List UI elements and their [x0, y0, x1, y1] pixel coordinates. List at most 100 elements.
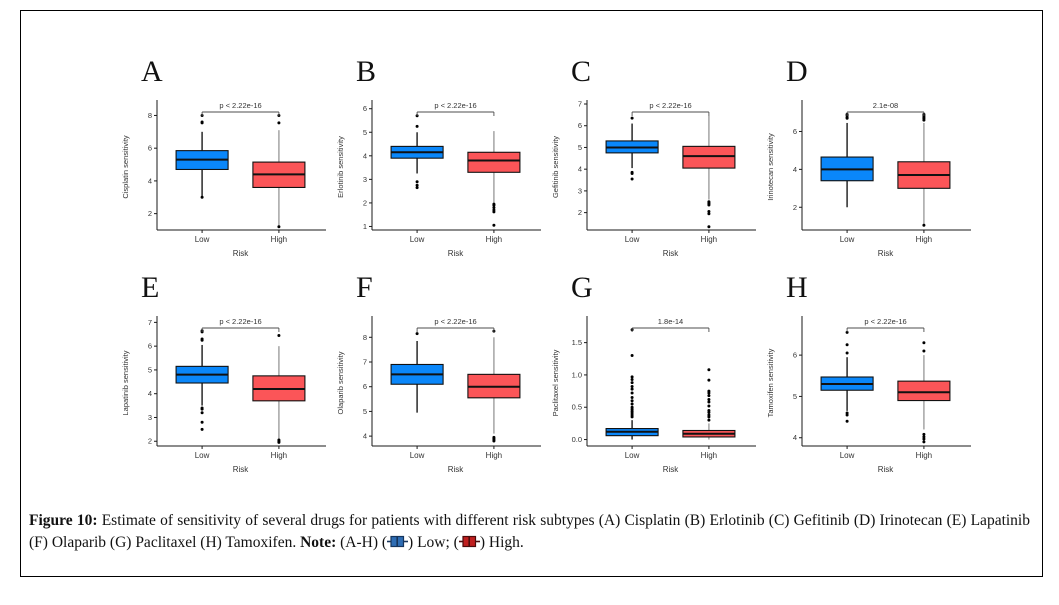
outlier-dot	[630, 116, 634, 120]
y-tick-label: 3	[363, 175, 367, 184]
series-low	[820, 330, 874, 423]
outlier-dot	[707, 410, 711, 414]
pvalue-label: p < 2.22e-16	[219, 101, 261, 110]
y-tick-label: 4	[363, 151, 367, 160]
outlier-dot	[845, 330, 849, 334]
figure-caption: Figure 10: Estimate of sensitivity of se…	[21, 510, 1042, 555]
y-tick-label: 0.0	[572, 435, 582, 444]
outlier-dot	[630, 172, 634, 176]
category-label: Low	[625, 451, 640, 460]
outlier-dot	[415, 186, 419, 190]
category-label: High	[271, 451, 287, 460]
y-tick-label: 4	[793, 165, 797, 174]
pvalue-label: 2.1e-08	[873, 101, 898, 110]
outlier-dot	[922, 118, 926, 122]
outlier-dot	[630, 381, 634, 385]
outlier-dot	[845, 413, 849, 417]
y-tick-label: 5	[578, 143, 582, 152]
y-tick-label: 1.5	[572, 338, 582, 347]
y-tick-label: 5	[363, 407, 367, 416]
x-axis-title: Risk	[878, 465, 895, 474]
y-tick-label: 5	[793, 392, 797, 401]
y-axis-title: Tamoxifen sensitivity	[766, 348, 775, 417]
series-high	[897, 341, 951, 444]
panel-letter: A	[141, 55, 163, 88]
y-tick-label: 2	[363, 198, 367, 207]
y-tick-label: 6	[578, 121, 582, 130]
x-axis-title: Risk	[663, 465, 680, 474]
y-axis-title: Irinotecan sensitivity	[766, 133, 775, 201]
boxplot-svg-tamoxifen: 4 5 6 Low High p < 2.22e-16 Risk Tamoxifen sens…	[766, 316, 971, 474]
y-axis-title: Lapatinib sensitivity	[121, 350, 130, 415]
outlier-dot	[200, 407, 204, 411]
y-tick-label: 4	[793, 433, 797, 442]
outlier-dot	[630, 415, 634, 419]
outlier-dot	[415, 183, 419, 187]
box-rect	[467, 151, 521, 173]
outlier-dot	[415, 180, 419, 184]
legend-high-box-icon	[458, 535, 480, 548]
series-high	[682, 368, 736, 440]
outlier-dot	[277, 121, 281, 125]
outlier-dot	[845, 419, 849, 423]
series-high	[467, 131, 521, 227]
outlier-dot	[630, 399, 634, 403]
y-tick-label: 3	[578, 186, 582, 195]
outlier-dot	[845, 116, 849, 120]
outlier-dot	[630, 177, 634, 181]
outlier-dot	[200, 427, 204, 431]
boxplot-svg-cisplatin: 2 4 6 8 Low High p < 2.22e-16 Risk Cisplatin sen…	[121, 100, 326, 258]
panel-letter: D	[786, 55, 808, 88]
pvalue-label: 1.8e-14	[658, 317, 683, 326]
pvalue-label: p < 2.22e-16	[219, 317, 261, 326]
y-axis-title: Erlotinib sensitivity	[336, 136, 345, 198]
outlier-dot	[922, 341, 926, 345]
y-tick-label: 6	[363, 382, 367, 391]
legend-low-box-icon	[387, 535, 409, 548]
outlier-dot	[630, 396, 634, 400]
series-high	[252, 333, 306, 444]
boxplot-panel-f: F 4 5 6 7 8 Low High p < 2.22e-16 Risk Olaparib s…	[332, 272, 547, 482]
pvalue-label: p < 2.22e-16	[864, 317, 906, 326]
panel-letter: B	[356, 55, 377, 88]
outlier-dot	[922, 349, 926, 353]
pvalue-label: p < 2.22e-16	[434, 101, 476, 110]
boxplot-svg-paclitaxel: 0.0 0.5 1.0 1.5 Low High 1.8e-14 Risk Paclitaxel…	[551, 316, 756, 474]
outlier-dot	[630, 391, 634, 395]
outlier-dot	[707, 368, 711, 372]
series-low	[390, 332, 444, 413]
outlier-dot	[707, 210, 711, 214]
y-axis-title: Gefitinib sensitivity	[551, 136, 560, 198]
outlier-dot	[492, 210, 496, 214]
y-tick-label: 3	[148, 413, 152, 422]
y-tick-label: 2	[578, 208, 582, 217]
boxplot-panel-c: C 2 3 4 5 6 7 Low High p < 2.22e-16 Risk Gefitinib…	[547, 56, 762, 266]
outlier-dot	[415, 332, 419, 336]
x-axis-title: Risk	[878, 249, 895, 258]
outlier-dot	[277, 225, 281, 229]
panel-letter: F	[356, 271, 373, 304]
outlier-dot	[707, 418, 711, 422]
y-tick-label: 6	[148, 144, 152, 153]
outlier-dot	[415, 124, 419, 128]
outlier-dot	[922, 440, 926, 444]
series-high	[467, 329, 521, 443]
y-tick-label: 7	[363, 358, 367, 367]
category-label: High	[486, 451, 502, 460]
boxplot-panel-h: H 4 5 6 Low High p < 2.22e-16 Risk Tamoxifen se…	[762, 272, 977, 482]
outlier-dot	[492, 439, 496, 443]
outlier-dot	[492, 203, 496, 207]
boxplot-panel-g: G 0.0 0.5 1.0 1.5 Low High 1.8e-14 Risk Paclitax…	[547, 272, 762, 482]
boxplot-panel-a: A 2 4 6 8 Low High p < 2.22e-16 Risk Cisplatin s…	[117, 56, 332, 266]
caption-note-label: Note:	[300, 534, 337, 552]
category-label: Low	[625, 235, 640, 244]
y-tick-label: 4	[148, 389, 152, 398]
outlier-dot	[707, 400, 711, 404]
outlier-dot	[200, 195, 204, 199]
outlier-dot	[922, 432, 926, 436]
outlier-dot	[922, 435, 926, 439]
y-tick-label: 7	[578, 100, 582, 109]
outlier-dot	[492, 206, 496, 210]
y-tick-label: 1.0	[572, 370, 582, 379]
y-tick-label: 2	[148, 209, 152, 218]
